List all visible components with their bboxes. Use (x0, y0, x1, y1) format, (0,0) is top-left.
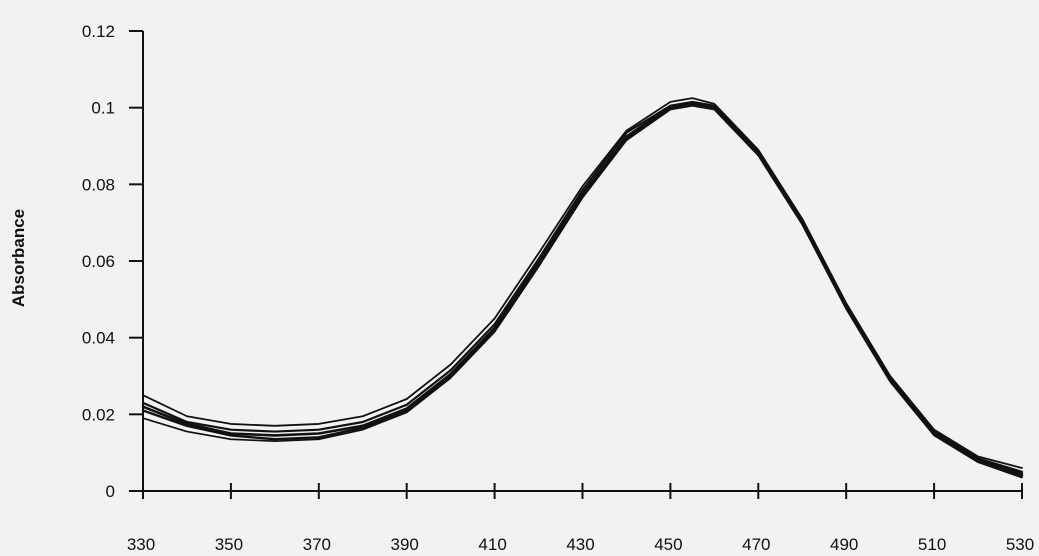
y-tick-label: 0.02 (82, 405, 115, 424)
y-tick-label: 0.12 (82, 22, 115, 41)
series-line (142, 97, 1023, 469)
series-line (141, 102, 1024, 477)
series-line (141, 100, 1024, 473)
series-line (142, 104, 1023, 479)
y-tick-label: 0.1 (91, 99, 115, 118)
x-tick-label: 350 (215, 535, 243, 554)
x-tick-label: 450 (654, 535, 682, 554)
series-line (141, 101, 1024, 476)
x-tick-label: 370 (303, 535, 331, 554)
y-axis-label: Absorbance (9, 209, 28, 307)
y-tick-label: 0.06 (82, 252, 115, 271)
x-tick-label: 430 (566, 535, 594, 554)
x-tick-label: 490 (830, 535, 858, 554)
x-tick-label: 510 (918, 535, 946, 554)
x-tick-label: 470 (742, 535, 770, 554)
x-tick-label: 330 (127, 535, 155, 554)
x-tick-label: 410 (478, 535, 506, 554)
x-tick-label: 530 (1006, 535, 1034, 554)
y-tick-label: 0 (106, 482, 115, 501)
y-tick-label: 0.04 (82, 329, 115, 348)
y-tick-label: 0.08 (82, 175, 115, 194)
x-tick-label: 390 (391, 535, 419, 554)
